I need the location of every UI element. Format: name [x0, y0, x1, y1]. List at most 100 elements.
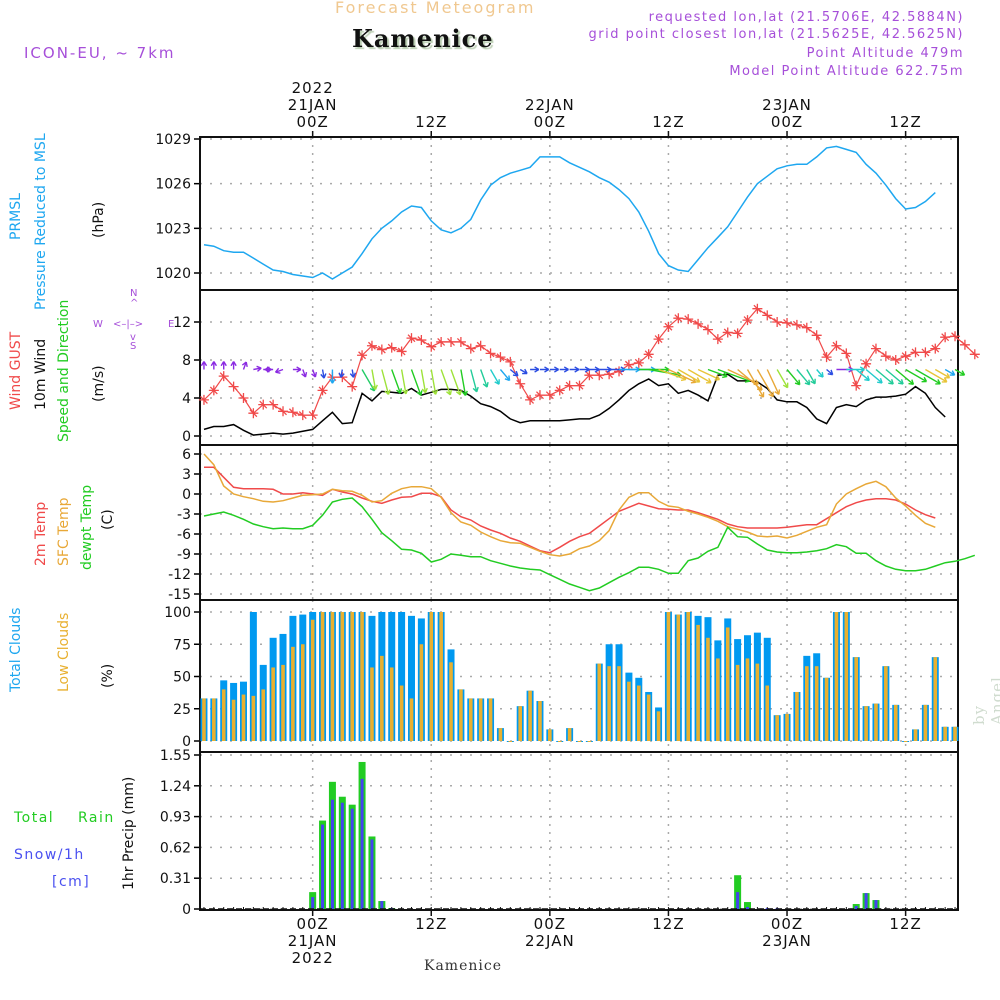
low-cloud-bar — [508, 741, 513, 742]
low-cloud-bar — [468, 698, 473, 741]
wind-direction-arrow — [320, 369, 327, 379]
low-cloud-bar — [627, 681, 631, 741]
wind-gust-marker — [643, 349, 654, 360]
low-cloud-bar — [488, 698, 493, 741]
low-cloud-bar — [804, 666, 809, 741]
low-cloud-bar — [735, 664, 740, 741]
wind-gust-marker — [297, 410, 308, 421]
wind-direction-arrow — [806, 369, 816, 385]
low-cloud-bar — [567, 728, 572, 741]
snow-bar — [854, 906, 858, 909]
t2m-line — [204, 466, 936, 554]
wind-gust-line — [203, 307, 976, 416]
low-cloud-bar — [429, 612, 434, 741]
snow-bar — [874, 900, 878, 909]
low-cloud-bar — [814, 666, 819, 741]
wind-direction-arrow — [509, 368, 519, 377]
wind-gust-marker — [772, 317, 783, 327]
low-cloud-bar — [666, 612, 671, 741]
low-cloud-bar — [518, 706, 522, 741]
low-cloud-bar — [785, 713, 789, 741]
wind-direction-arrow — [499, 369, 511, 382]
wind-gust-marker — [742, 315, 753, 326]
wind-gust-marker — [752, 303, 763, 314]
wind-gust-marker — [248, 408, 259, 419]
low-cloud-bar — [577, 741, 582, 742]
wind-gust-marker — [930, 343, 941, 354]
low-cloud-bar — [380, 655, 384, 741]
low-cloud-bar — [765, 685, 770, 741]
snow-bar — [745, 907, 749, 909]
clouds-ytick-label: 0 — [182, 734, 191, 750]
wind-gust-marker — [712, 334, 723, 345]
temp-ytick-label: -3 — [177, 507, 191, 523]
wind-direction-arrow — [253, 365, 262, 372]
total-precip-bar — [743, 902, 751, 909]
top-time-label: 12Z — [889, 113, 921, 131]
clouds-ytick-label: 75 — [173, 637, 191, 653]
wind-gust-marker — [821, 352, 832, 363]
prmsl-line — [203, 145, 936, 280]
top-time-label: 00Z — [771, 113, 803, 131]
wind-frame — [199, 289, 959, 446]
precip-ytick-label: 0.93 — [160, 810, 191, 826]
requested-coords: requested lon,lat (21.5706E, 42.5884N) — [648, 10, 964, 25]
snow-bar — [321, 824, 325, 909]
wind-gust-marker — [920, 347, 931, 358]
low-cloud-bar — [745, 658, 750, 741]
wind-direction-arrow — [579, 366, 590, 373]
wind-gust-marker — [880, 351, 891, 362]
low-cloud-bar — [399, 685, 404, 741]
wind-direction-arrow — [875, 368, 894, 385]
snow-bar — [360, 778, 364, 909]
wind-gust-marker — [386, 342, 397, 353]
low-cloud-bar — [775, 715, 779, 741]
temp-frame — [199, 444, 959, 601]
wind-gust-marker — [376, 344, 387, 355]
bottom-time-label: 12Z — [652, 915, 684, 933]
wind-direction-arrow — [589, 366, 600, 373]
bottom-time-label: 23JAN — [762, 932, 812, 950]
wind-direction-arrow — [816, 369, 824, 378]
bottom-time-label: 12Z — [415, 915, 447, 933]
top-time-label: 12Z — [415, 113, 447, 131]
wind-direction-arrow — [264, 366, 274, 373]
wind-direction-arrow — [826, 368, 834, 376]
wind-direction-arrow — [697, 368, 721, 381]
low-cloud-bar — [834, 612, 839, 741]
wind-direction-arrow — [338, 369, 345, 378]
wind-gust-marker — [238, 393, 249, 403]
wind-gust-marker — [950, 331, 961, 342]
wind-direction-arrow — [349, 369, 357, 378]
precip-panel: 0 0.31 0.62 0.93 1.24 1.55 — [160, 748, 959, 918]
wind-gust-marker — [900, 351, 911, 362]
low-cloud-bar — [844, 612, 849, 741]
low-cloud-bar — [548, 729, 552, 741]
top-time-label: 2022 — [292, 79, 334, 97]
wind-ytick-label: 8 — [182, 353, 191, 369]
wind-direction-arrow — [865, 368, 883, 384]
wind-direction-arrow — [954, 368, 966, 376]
top-time-label: 23JAN — [762, 96, 812, 114]
wind-gust-marker — [633, 357, 644, 368]
wind-gust-marker — [722, 327, 733, 338]
wind-gust-marker — [732, 328, 743, 339]
low-cloud-bar — [686, 612, 691, 741]
temp-ytick-label: -9 — [177, 547, 191, 563]
wind-gust-marker — [347, 381, 358, 392]
low-cloud-bar — [706, 637, 710, 741]
wind-direction-arrow — [519, 368, 528, 375]
low-cloud-bar — [607, 666, 611, 741]
clouds-ytick-label: 100 — [164, 605, 191, 621]
low-cloud-bar — [953, 726, 957, 741]
low-cloud-bar — [676, 614, 681, 741]
low-cloud-bar — [389, 667, 394, 741]
wind-gust-marker — [218, 371, 229, 382]
bottom-location-label: Kamenice — [424, 958, 502, 974]
wind-gust-marker — [455, 336, 466, 347]
low-cloud-bar — [716, 658, 720, 741]
wind-gust-marker — [623, 359, 634, 370]
bottom-time-label: 21JAN — [288, 932, 338, 950]
wind-direction-arrow — [707, 368, 728, 379]
wind-ytick-label: 0 — [182, 429, 191, 445]
